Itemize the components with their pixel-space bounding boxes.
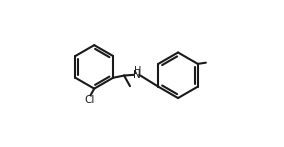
Text: H: H	[134, 66, 141, 76]
Text: N: N	[133, 70, 141, 80]
Text: Cl: Cl	[85, 95, 95, 105]
